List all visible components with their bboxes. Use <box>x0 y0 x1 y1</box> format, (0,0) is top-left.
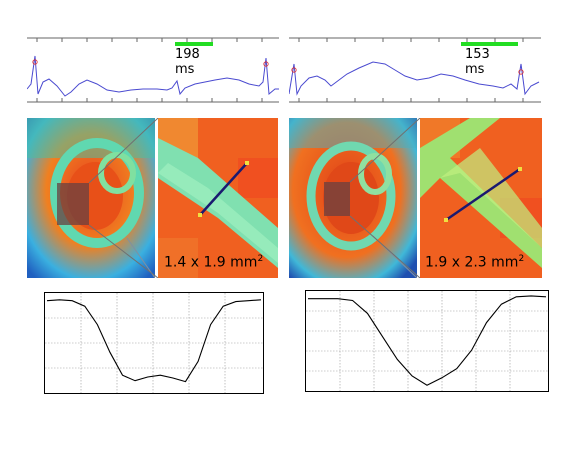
right-intensity-profile <box>305 290 549 392</box>
right-ecg-trace <box>289 37 541 103</box>
left-profile-line <box>199 162 248 216</box>
left-zoom-map <box>158 118 278 278</box>
left-rr-marker <box>175 42 213 46</box>
right-profile-line <box>445 167 521 222</box>
left-rr-label: 198 ms <box>175 47 200 77</box>
right-rr-marker <box>461 42 518 46</box>
right-rr-label: 153 ms <box>465 47 490 77</box>
right-resolution-label: 1.9 x 2.3 mm2 <box>425 254 525 271</box>
right-zoom-connector <box>349 118 421 278</box>
left-resolution-label: 1.4 x 1.9 mm2 <box>164 254 264 271</box>
left-heart-map <box>27 118 155 278</box>
right-zoom-map <box>420 118 542 278</box>
right-heart-map <box>289 118 417 278</box>
left-zoom-connector <box>88 118 159 278</box>
left-intensity-profile <box>44 292 264 394</box>
left-ecg-trace <box>27 37 279 103</box>
